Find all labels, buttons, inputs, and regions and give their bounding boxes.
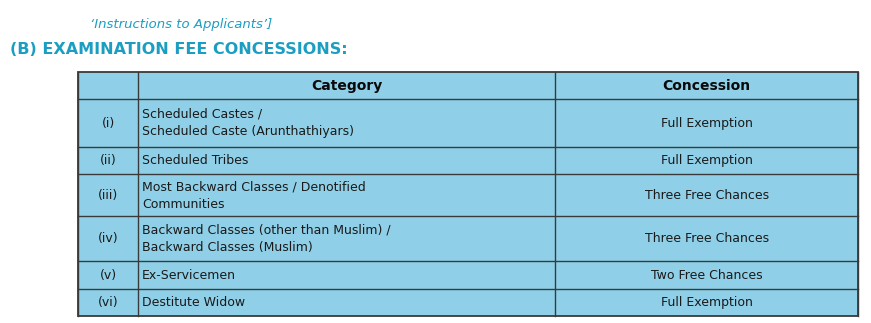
Text: Three Free Chances: Three Free Chances [645, 189, 769, 202]
Text: Most Backward Classes / Denotified
Communities: Most Backward Classes / Denotified Commu… [142, 180, 366, 211]
Text: (iii): (iii) [98, 189, 118, 202]
Text: ‘Instructions to Applicants’]: ‘Instructions to Applicants’] [90, 18, 273, 31]
Text: Destitute Widow: Destitute Widow [142, 296, 245, 309]
Text: Category: Category [311, 78, 382, 93]
Text: Three Free Chances: Three Free Chances [645, 233, 769, 245]
Text: Full Exemption: Full Exemption [661, 117, 753, 130]
Bar [78, 72, 858, 316]
Text: Backward Classes (other than Muslim) /
Backward Classes (Muslim): Backward Classes (other than Muslim) / B… [142, 224, 391, 254]
Text: Two Free Chances: Two Free Chances [651, 269, 762, 282]
Text: Concession: Concession [663, 78, 751, 93]
Text: Full Exemption: Full Exemption [661, 154, 753, 167]
Text: Ex-Servicemen: Ex-Servicemen [142, 269, 236, 282]
Text: Full Exemption: Full Exemption [661, 296, 753, 309]
Text: (ii): (ii) [99, 154, 117, 167]
Text: (v): (v) [99, 269, 117, 282]
Text: (iv): (iv) [98, 233, 118, 245]
Text: Scheduled Castes /
Scheduled Caste (Arunthathiyars): Scheduled Castes / Scheduled Caste (Arun… [142, 108, 354, 138]
Text: (i): (i) [101, 117, 115, 130]
Text: Scheduled Tribes: Scheduled Tribes [142, 154, 248, 167]
Text: (B) EXAMINATION FEE CONCESSIONS:: (B) EXAMINATION FEE CONCESSIONS: [10, 42, 348, 57]
Text: (vi): (vi) [98, 296, 118, 309]
